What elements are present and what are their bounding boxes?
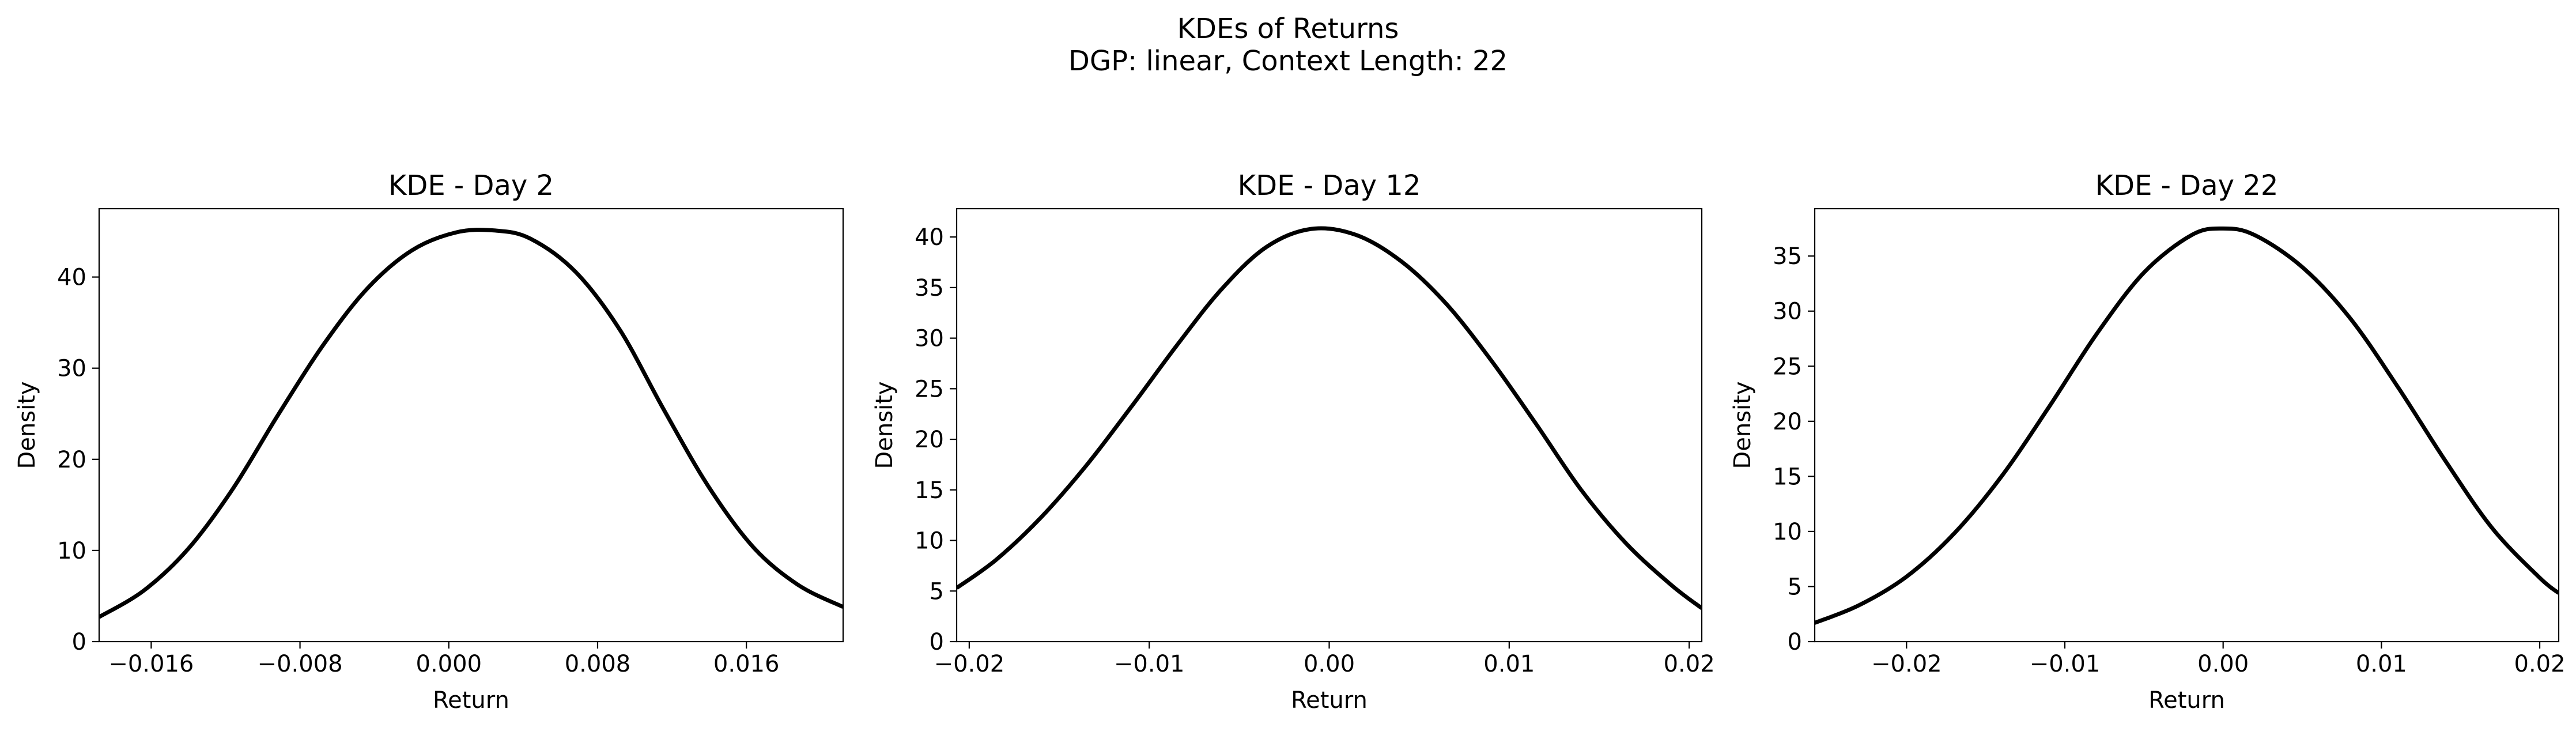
y-tick-label: 20 [915,427,944,453]
x-tick-label: 0.016 [713,651,780,677]
y-tick-label: 15 [915,477,944,504]
subplot-title: KDE - Day 2 [388,169,554,202]
y-tick-label: 35 [915,275,944,301]
y-tick-label: 40 [915,224,944,251]
y-axis-label: Density [14,381,40,469]
y-tick-label: 0 [930,629,944,655]
y-tick-label: 15 [1773,463,1802,490]
x-axis-label: Return [433,687,509,714]
y-tick-label: 30 [1773,299,1802,325]
y-tick-label: 5 [1788,574,1802,600]
x-tick-label: −0.008 [258,651,343,677]
x-tick-label: 0.008 [565,651,631,677]
y-tick-label: 25 [915,376,944,402]
y-axis-label: Density [1729,381,1756,469]
kde-density-line [1815,226,2559,625]
figure-title: KDEs of Returns [1177,13,1399,45]
y-tick-label: 0 [72,629,86,655]
x-tick-label: −0.016 [108,651,194,677]
y-tick-label: 35 [1773,243,1802,270]
y-tick-label: 10 [915,528,944,555]
x-axis-label: Return [2148,687,2225,714]
x-tick-label: 0.02 [1664,651,1715,677]
y-tick-label: 20 [1773,409,1802,435]
x-tick-label: −0.01 [2030,651,2101,677]
y-tick-label: 10 [1773,519,1802,545]
x-tick-label: 0.01 [2356,651,2407,677]
figure-subtitle: DGP: linear, Context Length: 22 [1068,45,1508,77]
y-tick-label: 40 [57,265,86,291]
y-tick-label: 5 [930,578,944,605]
kde-density-line [957,226,1702,610]
y-axis-label: Density [871,381,898,469]
x-tick-label: 0.00 [2197,651,2249,677]
kde-density-line [99,228,843,619]
x-tick-label: −0.02 [1871,651,1942,677]
y-tick-label: 25 [1773,353,1802,380]
x-tick-label: 0.00 [1304,651,1355,677]
x-tick-label: −0.01 [1114,651,1185,677]
y-tick-label: 10 [57,538,86,564]
y-tick-label: 30 [915,326,944,352]
x-tick-label: −0.02 [934,651,1005,677]
x-axis-label: Return [1291,687,1368,714]
axes-frame [98,208,844,643]
x-tick-label: 0.01 [1483,651,1535,677]
y-tick-label: 0 [1788,629,1802,655]
x-tick-label: 0.02 [2514,651,2566,677]
y-tick-label: 30 [57,356,86,382]
axes-frame [1814,208,2560,643]
subplot-title: KDE - Day 12 [1238,169,1421,202]
x-tick-label: 0.000 [416,651,482,677]
subplot-title: KDE - Day 22 [2095,169,2279,202]
y-tick-label: 20 [57,447,86,473]
